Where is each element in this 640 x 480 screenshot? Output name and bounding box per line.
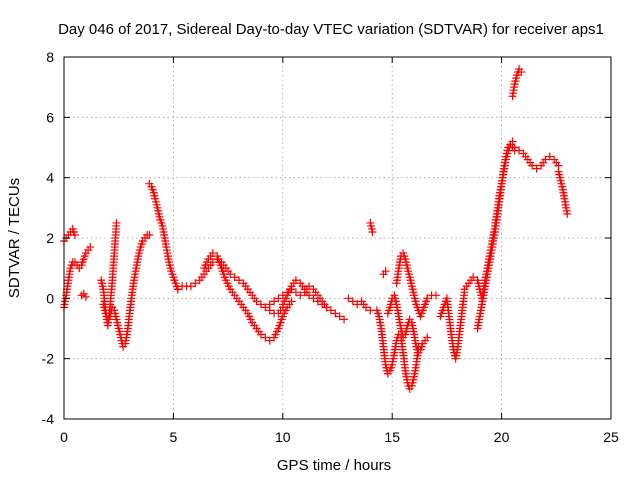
data-point: [70, 230, 79, 239]
data-point: [510, 143, 519, 152]
data-point: [256, 330, 265, 339]
x-tick-label: 10: [275, 429, 291, 445]
data-point: [291, 276, 300, 285]
data-point: [469, 273, 478, 282]
data-point: [261, 303, 270, 312]
data-point: [532, 164, 541, 173]
data-point: [305, 282, 314, 291]
data-point: [287, 297, 296, 306]
data-point: [256, 300, 265, 309]
data-point: [508, 137, 517, 146]
data-point: [528, 161, 537, 170]
x-tick-label: 0: [60, 429, 68, 445]
data-point: [252, 297, 261, 306]
data-point: [173, 285, 182, 294]
data-point: [322, 303, 331, 312]
data-point: [348, 297, 357, 306]
chart-title: Day 046 of 2017, Sidereal Day-to-day VTE…: [58, 21, 604, 38]
data-point: [278, 291, 287, 300]
y-axis-label: SDTVAR / TECUs: [6, 178, 23, 298]
x-tick-label: 5: [170, 429, 178, 445]
data-point: [235, 276, 244, 285]
data-point: [305, 291, 314, 300]
x-tick-label: 15: [384, 429, 400, 445]
data-point: [208, 249, 217, 258]
data-point: [423, 333, 432, 342]
data-point: [344, 294, 353, 303]
data-point: [541, 155, 550, 164]
y-tick-label: 4: [46, 170, 54, 186]
data-point: [563, 209, 572, 218]
data-point: [86, 243, 95, 252]
data-point: [283, 288, 292, 297]
x-tick-label: 20: [494, 429, 510, 445]
tick-labels-layer: 0 5 10 15 20 25 -4 -2 0 2 4 6 8: [42, 49, 619, 445]
x-axis-label: GPS time / hours: [277, 457, 391, 474]
data-point: [274, 294, 283, 303]
y-tick-label: -2: [42, 351, 55, 367]
data-point: [186, 282, 195, 291]
data-point: [230, 273, 239, 282]
data-point: [361, 303, 370, 312]
y-tick-label: 0: [46, 290, 54, 306]
data-point: [368, 227, 377, 236]
data-point: [381, 267, 390, 276]
y-tick-label: -4: [42, 411, 55, 427]
grid-layer: [64, 57, 611, 419]
data-point: [326, 306, 335, 315]
data-point: [261, 333, 270, 342]
ticks-layer: [63, 56, 612, 420]
y-tick-label: 6: [46, 109, 54, 125]
data-point: [265, 300, 274, 309]
x-tick-label: 25: [603, 429, 619, 445]
data-point: [145, 230, 154, 239]
y-tick-label: 2: [46, 230, 54, 246]
data-point: [81, 292, 90, 301]
data-point: [191, 279, 200, 288]
data-point: [335, 312, 344, 321]
data-point: [265, 336, 274, 345]
y-tick-label: 8: [46, 49, 54, 65]
data-point: [340, 315, 349, 324]
data-point: [431, 291, 440, 300]
data-point: [270, 297, 279, 306]
data-point: [291, 288, 300, 297]
data-point: [517, 68, 526, 77]
data-point: [296, 291, 305, 300]
data-point: [515, 146, 524, 155]
data-point: [287, 285, 296, 294]
data-point: [331, 309, 340, 318]
points-layer: [60, 65, 572, 393]
data-point: [545, 152, 554, 161]
data-point: [423, 294, 432, 303]
data-point: [112, 218, 121, 227]
